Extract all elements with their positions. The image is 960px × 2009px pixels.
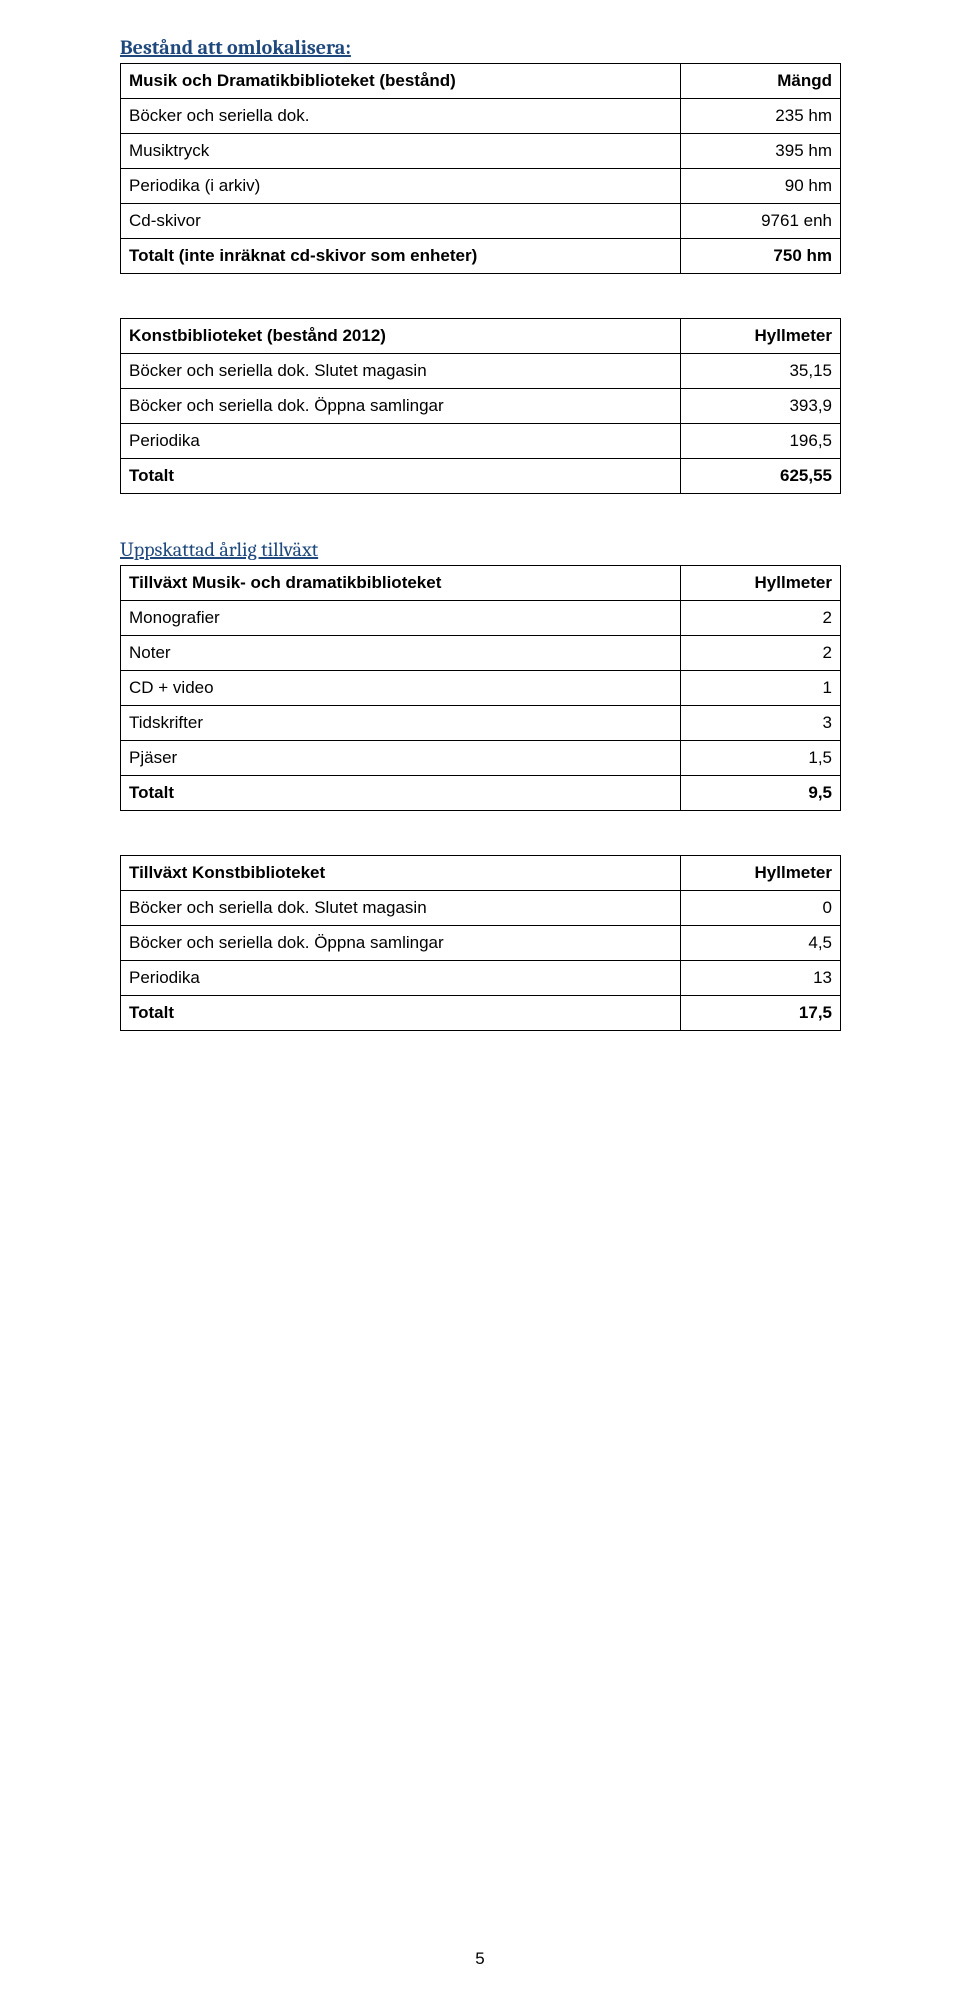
table-row: Tillväxt KonstbiblioteketHyllmeter	[121, 856, 841, 891]
cell-label: Periodika (i arkiv)	[121, 169, 681, 204]
table-row: CD + video1	[121, 671, 841, 706]
cell-value: 9,5	[681, 776, 841, 811]
cell-value: 17,5	[681, 996, 841, 1031]
table-konstbiblioteket: Konstbiblioteket (bestånd 2012)Hyllmeter…	[120, 318, 841, 494]
table-row: Böcker och seriella dok. Öppna samlingar…	[121, 926, 841, 961]
table-row: Konstbiblioteket (bestånd 2012)Hyllmeter	[121, 319, 841, 354]
table-tillvaxt-musik: Tillväxt Musik- och dramatikbiblioteketH…	[120, 565, 841, 811]
cell-value: 1	[681, 671, 841, 706]
cell-value: 750 hm	[681, 239, 841, 274]
cell-label: Totalt	[121, 996, 681, 1031]
table-row: Monografier2	[121, 601, 841, 636]
table-row: Noter2	[121, 636, 841, 671]
cell-value: Hyllmeter	[681, 856, 841, 891]
table-row: Musiktryck395 hm	[121, 134, 841, 169]
cell-label: Tidskrifter	[121, 706, 681, 741]
cell-value: 235 hm	[681, 99, 841, 134]
table-row: Musik och Dramatikbiblioteket (bestånd)M…	[121, 64, 841, 99]
heading-uppskattad: Uppskattad årlig tillväxt	[120, 538, 840, 561]
cell-value: 9761 enh	[681, 204, 841, 239]
table-row: Periodika (i arkiv)90 hm	[121, 169, 841, 204]
table-tillvaxt-konst: Tillväxt KonstbiblioteketHyllmeterBöcker…	[120, 855, 841, 1031]
heading-bestand: Bestånd att omlokalisera:	[120, 36, 840, 59]
cell-label: Totalt (inte inräknat cd-skivor som enhe…	[121, 239, 681, 274]
cell-label: Noter	[121, 636, 681, 671]
cell-value: 625,55	[681, 459, 841, 494]
cell-label: CD + video	[121, 671, 681, 706]
cell-label: Cd-skivor	[121, 204, 681, 239]
cell-value: 90 hm	[681, 169, 841, 204]
table-row: Totalt9,5	[121, 776, 841, 811]
cell-value: 395 hm	[681, 134, 841, 169]
cell-label: Böcker och seriella dok. Slutet magasin	[121, 354, 681, 389]
cell-value: Hyllmeter	[681, 566, 841, 601]
cell-value: Hyllmeter	[681, 319, 841, 354]
cell-label: Pjäser	[121, 741, 681, 776]
cell-label: Totalt	[121, 776, 681, 811]
cell-value: 0	[681, 891, 841, 926]
table-row: Pjäser1,5	[121, 741, 841, 776]
cell-value: 393,9	[681, 389, 841, 424]
table-row: Totalt17,5	[121, 996, 841, 1031]
table-row: Tillväxt Musik- och dramatikbiblioteketH…	[121, 566, 841, 601]
cell-value: 13	[681, 961, 841, 996]
cell-label: Böcker och seriella dok. Öppna samlingar	[121, 389, 681, 424]
table-row: Totalt625,55	[121, 459, 841, 494]
cell-label: Monografier	[121, 601, 681, 636]
page-number: 5	[0, 1949, 960, 1969]
table-row: Periodika196,5	[121, 424, 841, 459]
cell-value: 2	[681, 636, 841, 671]
table-row: Böcker och seriella dok. Slutet magasin3…	[121, 354, 841, 389]
cell-label: Böcker och seriella dok. Slutet magasin	[121, 891, 681, 926]
cell-label: Tillväxt Musik- och dramatikbiblioteket	[121, 566, 681, 601]
cell-value: 2	[681, 601, 841, 636]
cell-value: 196,5	[681, 424, 841, 459]
cell-label: Totalt	[121, 459, 681, 494]
table-row: Totalt (inte inräknat cd-skivor som enhe…	[121, 239, 841, 274]
cell-value: 3	[681, 706, 841, 741]
table-row: Böcker och seriella dok. Öppna samlingar…	[121, 389, 841, 424]
cell-value: 1,5	[681, 741, 841, 776]
table-row: Tidskrifter3	[121, 706, 841, 741]
cell-label: Periodika	[121, 961, 681, 996]
page: Bestånd att omlokalisera: Musik och Dram…	[0, 0, 960, 2009]
cell-value: Mängd	[681, 64, 841, 99]
cell-label: Böcker och seriella dok. Öppna samlingar	[121, 926, 681, 961]
cell-label: Böcker och seriella dok.	[121, 99, 681, 134]
cell-label: Tillväxt Konstbiblioteket	[121, 856, 681, 891]
cell-label: Musiktryck	[121, 134, 681, 169]
table-row: Böcker och seriella dok. Slutet magasin0	[121, 891, 841, 926]
cell-value: 35,15	[681, 354, 841, 389]
cell-label: Periodika	[121, 424, 681, 459]
table-row: Böcker och seriella dok.235 hm	[121, 99, 841, 134]
cell-value: 4,5	[681, 926, 841, 961]
table-row: Periodika13	[121, 961, 841, 996]
table-row: Cd-skivor9761 enh	[121, 204, 841, 239]
table-musik-dramatik: Musik och Dramatikbiblioteket (bestånd)M…	[120, 63, 841, 274]
cell-label: Konstbiblioteket (bestånd 2012)	[121, 319, 681, 354]
cell-label: Musik och Dramatikbiblioteket (bestånd)	[121, 64, 681, 99]
